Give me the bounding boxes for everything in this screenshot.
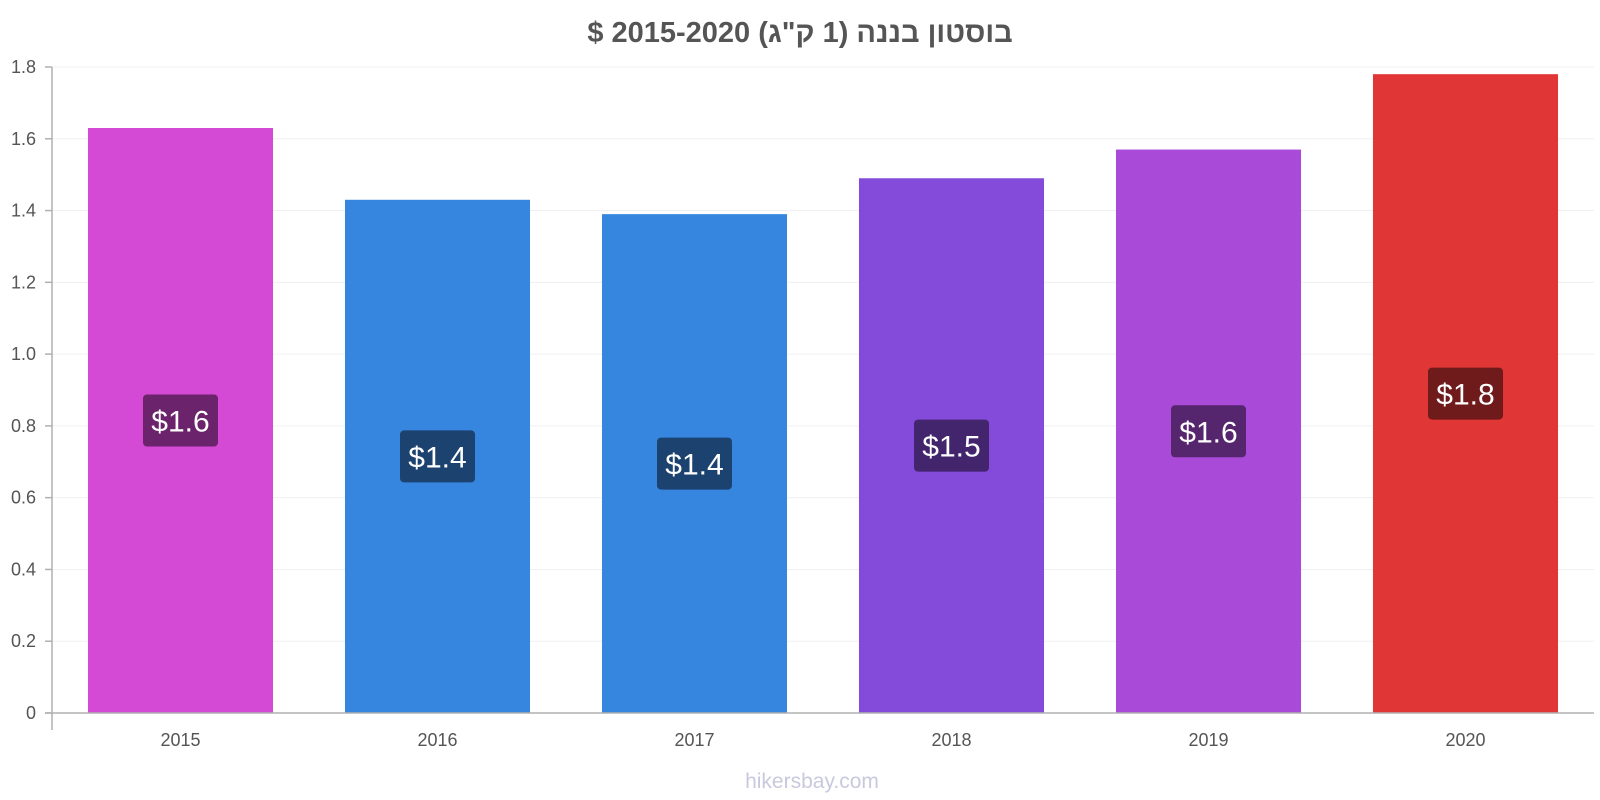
bars <box>87 74 1559 714</box>
data-label-bg <box>143 394 218 447</box>
x-tick-label: 2017 <box>674 730 714 750</box>
x-tick-label: 2015 <box>160 730 200 750</box>
data-label: $1.4 <box>665 449 723 482</box>
y-tick-label: 0.8 <box>11 416 36 436</box>
chart-title: בוסטון בננה (1 ק"ג) 2015-2020 $ <box>587 17 1012 49</box>
data-label-bg <box>400 430 475 483</box>
y-tick-label: 1.8 <box>11 57 36 77</box>
x-tick-label: 2019 <box>1188 730 1228 750</box>
watermark: hikersbay.com <box>745 770 879 793</box>
y-tick-label: 0 <box>26 703 36 723</box>
data-label-bg <box>1428 367 1503 420</box>
gridlines <box>52 66 1594 642</box>
data-label: $1.5 <box>922 431 980 464</box>
x-axis-ticks: 2015 2016 2017 2018 2019 2020 <box>160 730 1485 750</box>
y-tick-label: 1.4 <box>11 201 36 221</box>
y-tick-label: 1.2 <box>11 272 36 292</box>
data-label: $1.6 <box>1179 416 1237 449</box>
y-tick-label: 1.0 <box>11 344 36 364</box>
x-tick-label: 2018 <box>931 730 971 750</box>
data-label: $1.8 <box>1436 379 1494 412</box>
data-label: $1.6 <box>151 406 209 439</box>
y-tick-label: 0.6 <box>11 488 36 508</box>
data-label: $1.4 <box>408 441 466 474</box>
y-tick-label: 0.2 <box>11 631 36 651</box>
data-label-bg <box>657 437 732 490</box>
data-labels: $1.6 $1.4 $1.4 $1.5 $1.6 $1.8 <box>143 367 1503 490</box>
y-tick-label: 1.6 <box>11 129 36 149</box>
data-label-bg <box>914 419 989 472</box>
data-label-bg <box>1171 405 1246 458</box>
y-axis-ticks: 0 0.2 0.4 0.6 0.8 1.0 1.2 1.4 1.6 1.8 <box>11 57 52 723</box>
y-tick-label: 0.4 <box>11 559 36 579</box>
x-tick-label: 2020 <box>1445 730 1485 750</box>
x-tick-label: 2016 <box>417 730 457 750</box>
